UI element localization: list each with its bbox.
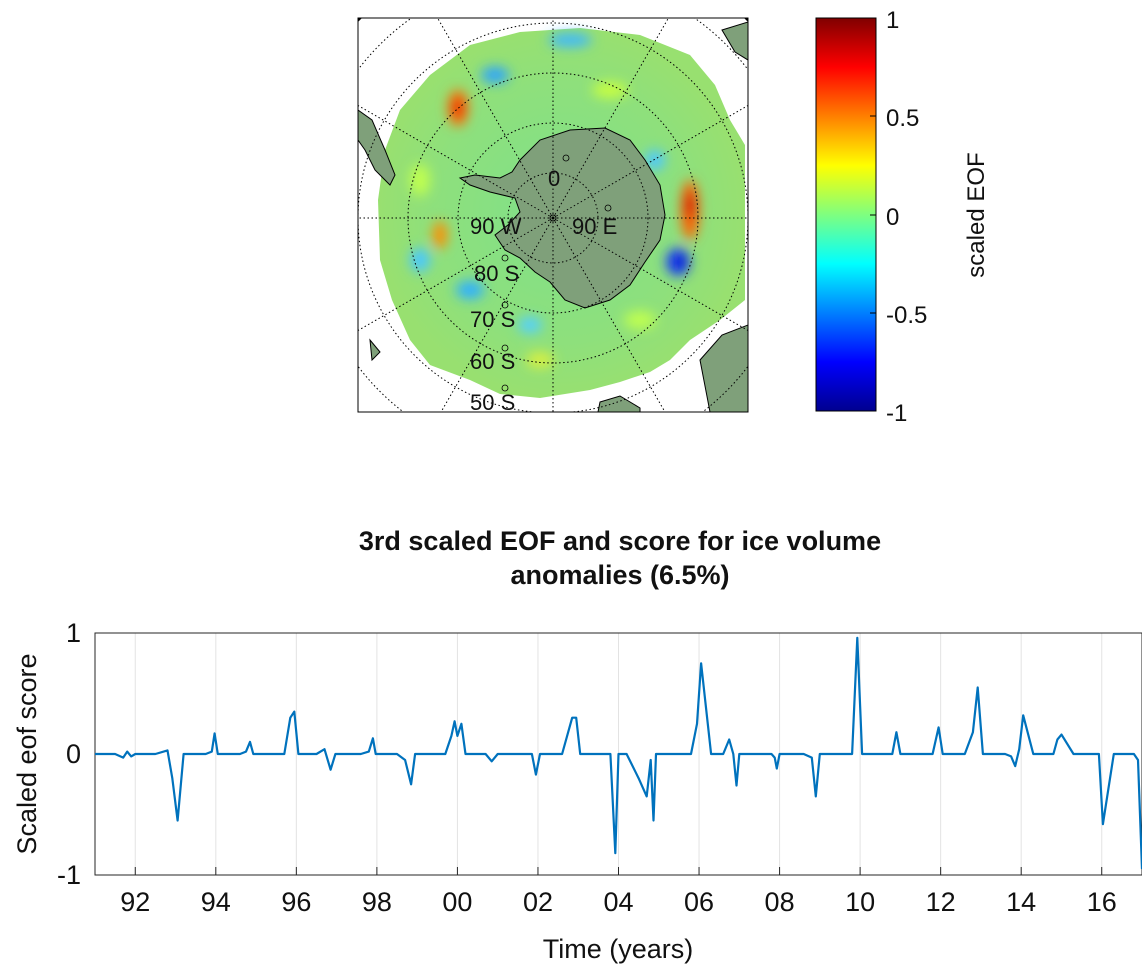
colorbar-tick-label: -0.5 [886, 302, 927, 329]
colorbar-tick-label: 1 [886, 7, 899, 34]
colorbar-tick-label: -1 [886, 400, 907, 427]
map-labels: 0 90 W 90 E 80 S 70 S 60 S 50 S [470, 166, 617, 415]
y-axis-label: Scaled eof score [12, 653, 42, 854]
polar-map-panel: 0 90 W 90 E 80 S 70 S 60 S 50 S 1 0.5 0 … [357, 7, 990, 427]
africa [721, 21, 748, 61]
lat-label-60s: 60 S [470, 349, 515, 374]
chart-title-line2: anomalies (6.5%) [510, 560, 729, 590]
small-island [369, 338, 381, 362]
south-america [358, 109, 396, 186]
x-tick-label: 10 [845, 887, 875, 917]
map-border [357, 17, 749, 413]
lon-label-0: 0 [548, 166, 560, 191]
score-series-line [95, 636, 1142, 870]
y-tick-label: -1 [57, 860, 81, 890]
lat-label-80s: 80 S [474, 261, 519, 286]
x-tick-label: 94 [201, 887, 231, 917]
x-tick-label: 96 [281, 887, 311, 917]
colorbar-tick-label: 0.5 [886, 105, 919, 132]
lat-label-50s: 50 S [470, 390, 515, 415]
colorbar [815, 17, 877, 412]
colorbar-ticks [870, 17, 876, 412]
colorbar-tick-label: 0 [886, 204, 899, 231]
graticule-markers [501, 154, 612, 392]
australia [699, 324, 748, 412]
pole-marker [549, 214, 557, 222]
x-tick-label: 12 [926, 887, 956, 917]
y-axis-ticks: 1 0 -1 [57, 618, 103, 890]
x-tick-label: 14 [1006, 887, 1036, 917]
eof-anomalies [410, 33, 699, 368]
chart-title-line1: 3rd scaled EOF and score for ice volume [359, 526, 881, 556]
x-tick-label: 00 [442, 887, 472, 917]
map-frame-content [358, 18, 748, 412]
lon-label-90e: 90 E [572, 214, 617, 239]
x-axis-ticks: 92 94 96 98 00 02 04 06 08 10 12 14 16 [120, 867, 1117, 917]
x-tick-label: 02 [523, 887, 553, 917]
x-tick-label: 04 [603, 887, 633, 917]
y-tick-label: 0 [66, 739, 81, 769]
graticule [358, 18, 748, 412]
x-tick-label: 92 [120, 887, 150, 917]
x-tick-label: 98 [362, 887, 392, 917]
x-tick-label: 16 [1087, 887, 1117, 917]
corner-mark-right [744, 18, 748, 22]
lon-label-90w: 90 W [470, 214, 522, 239]
series-group [95, 636, 1142, 870]
x-tick-label: 06 [684, 887, 714, 917]
y-tick-label: 1 [66, 618, 81, 648]
new-zealand [597, 395, 641, 412]
x-axis-label: Time (years) [543, 934, 694, 964]
corner-mark-left [358, 18, 362, 22]
x-tick-label: 08 [765, 887, 795, 917]
lat-label-70s: 70 S [470, 307, 515, 332]
colorbar-label: scaled EOF [963, 152, 990, 277]
